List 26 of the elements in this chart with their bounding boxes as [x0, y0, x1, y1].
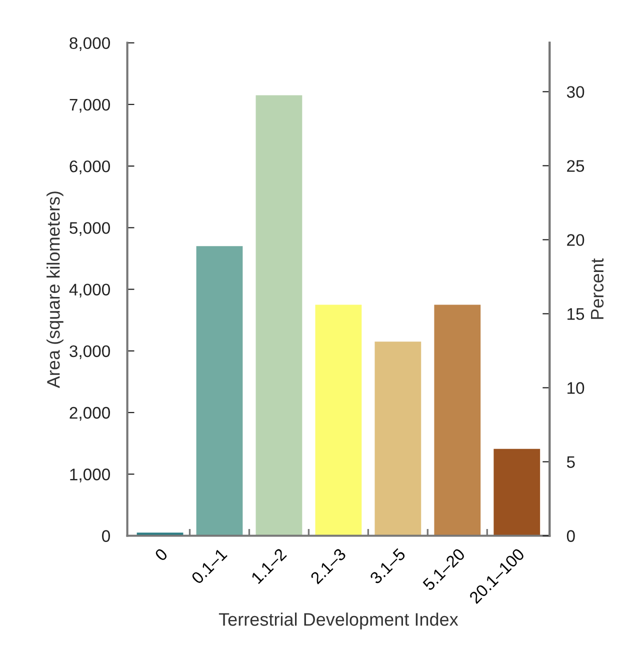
y2-tick-label: 25	[567, 160, 584, 172]
y-tick-label: 5,000	[70, 222, 110, 236]
y2-tick-label: 10	[568, 382, 584, 394]
bar	[374, 342, 422, 536]
y2-tick-label: 0	[566, 530, 575, 542]
y-tick-label: 7,000	[70, 98, 110, 113]
y-tick-label: 0	[102, 530, 110, 542]
bar	[494, 448, 540, 536]
y2-axis-title: Percent	[591, 258, 604, 319]
y2-tick-label: 30	[566, 86, 584, 98]
bar	[196, 246, 243, 536]
x-axis-title: Terrestrial Development Index	[218, 612, 458, 630]
bar	[256, 95, 302, 536]
y-tick-label: 2,000	[70, 406, 110, 421]
x-tick-label: 0	[154, 548, 168, 562]
y-tick-label: 3,000	[70, 345, 110, 360]
y-tick-label: 6,000	[70, 160, 110, 174]
bar	[315, 304, 362, 536]
y2-tick-label: 5	[566, 456, 575, 468]
y-axis-title: Area (square kilometers)	[46, 192, 64, 388]
y-tick-label: 1,000	[70, 468, 110, 482]
bar	[434, 304, 481, 536]
y2-tick-label: 20	[567, 234, 584, 246]
y-tick-label: 8,000	[70, 37, 110, 52]
y-tick-label: 4,000	[69, 284, 110, 298]
y2-tick-label: 15	[568, 308, 584, 320]
